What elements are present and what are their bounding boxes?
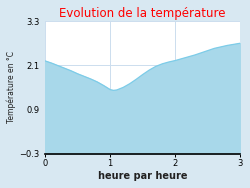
Title: Evolution de la température: Evolution de la température xyxy=(60,7,226,20)
X-axis label: heure par heure: heure par heure xyxy=(98,171,188,181)
Y-axis label: Température en °C: Température en °C xyxy=(7,51,16,123)
